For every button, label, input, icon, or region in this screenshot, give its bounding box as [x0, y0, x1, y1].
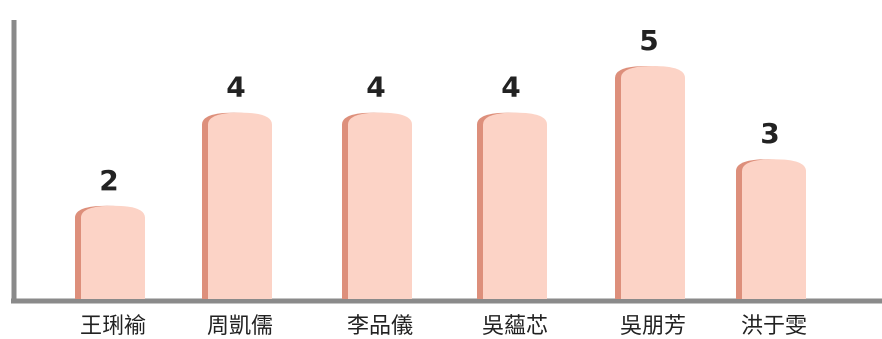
value-labels-group: 2 4 4 4 5 3 — [99, 24, 779, 197]
value-label-3: 4 — [366, 71, 385, 104]
category-labels-group: 王琍褕 周凱儒 李品儀 吳蘊芯 吳朋芳 洪于雯 — [80, 314, 807, 339]
value-label-5: 5 — [639, 24, 658, 57]
value-label-1: 2 — [99, 164, 118, 197]
category-label-3: 李品儀 — [347, 314, 413, 339]
category-label-2: 周凱儒 — [207, 314, 273, 339]
value-label-4: 4 — [501, 71, 520, 104]
bar-5 — [621, 66, 685, 299]
bar-4 — [483, 112, 547, 299]
value-label-2: 4 — [226, 71, 245, 104]
category-label-4: 吳蘊芯 — [482, 314, 548, 339]
category-label-5: 吳朋芳 — [620, 314, 686, 339]
category-label-6: 洪于雯 — [741, 314, 807, 339]
bar-6 — [742, 159, 806, 299]
bar-1 — [81, 205, 145, 299]
category-label-1: 王琍褕 — [80, 314, 146, 339]
value-label-6: 3 — [760, 117, 779, 150]
bar-3 — [348, 112, 412, 299]
bars-group — [75, 66, 806, 299]
bar-2 — [208, 112, 272, 299]
